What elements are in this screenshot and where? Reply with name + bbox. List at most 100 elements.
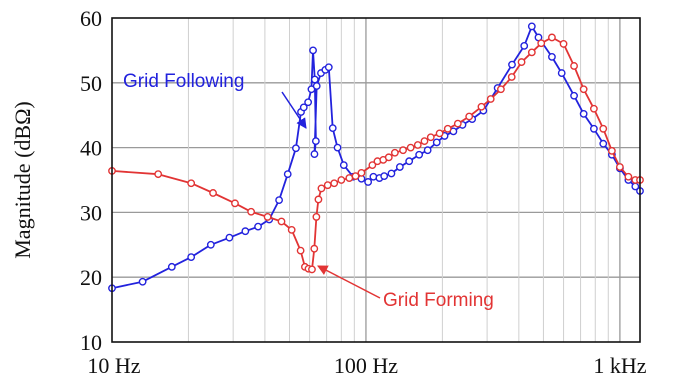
annotation-layer: Grid Following Grid Forming bbox=[123, 71, 494, 311]
series-1-point-14 bbox=[312, 213, 321, 221]
series-1-point-7 bbox=[277, 217, 286, 226]
series-0-point-49 bbox=[548, 52, 556, 61]
series-layer bbox=[108, 22, 644, 293]
series-0-point-54 bbox=[599, 139, 608, 148]
series-0-point-23 bbox=[324, 63, 333, 72]
y-tick-label-5: 60 bbox=[80, 6, 102, 31]
y-tick-label-2: 30 bbox=[80, 200, 102, 225]
x-tick-label-1: 100 Hz bbox=[334, 353, 398, 378]
series-1-point-8 bbox=[287, 225, 296, 234]
series-1-point-35 bbox=[453, 119, 462, 128]
series-0-point-38 bbox=[432, 138, 441, 147]
series-1-point-30 bbox=[413, 141, 422, 149]
series-1-point-37 bbox=[477, 102, 486, 111]
series-1-point-21 bbox=[351, 172, 360, 181]
series-0-point-24 bbox=[328, 124, 337, 133]
series-1-point-20 bbox=[345, 174, 354, 182]
y-tick-label-1: 20 bbox=[80, 265, 102, 290]
series-1-point-52 bbox=[624, 172, 633, 181]
series-0-point-7 bbox=[254, 222, 262, 231]
x-tick-label-0: 10 Hz bbox=[87, 353, 140, 378]
series-0-point-26 bbox=[339, 161, 348, 169]
series-0-point-2 bbox=[167, 262, 176, 271]
series-0-point-19 bbox=[310, 150, 319, 158]
series-0-point-6 bbox=[241, 227, 250, 236]
series-0-point-13 bbox=[299, 103, 308, 112]
series-1-point-4 bbox=[231, 199, 239, 208]
series-1-point-6 bbox=[263, 213, 272, 221]
series-0-point-9 bbox=[275, 196, 283, 204]
series-1-point-18 bbox=[330, 179, 339, 188]
series-1-point-13 bbox=[310, 244, 319, 253]
series-1-point-3 bbox=[209, 189, 217, 197]
series-1-point-44 bbox=[548, 33, 556, 42]
series-1-point-31 bbox=[420, 137, 429, 146]
y-tick-label-4: 50 bbox=[80, 71, 102, 96]
series-0-point-52 bbox=[579, 110, 588, 118]
series-1-point-40 bbox=[507, 73, 516, 81]
series-1-point-15 bbox=[314, 195, 323, 204]
series-1-point-29 bbox=[406, 143, 415, 152]
series-0 bbox=[108, 22, 644, 293]
series-1-point-33 bbox=[435, 129, 444, 138]
series-1-point-48 bbox=[589, 104, 598, 113]
series-0-point-29 bbox=[364, 178, 373, 186]
x-tick-label-2: 1 kHz bbox=[593, 353, 646, 378]
series-1-point-51 bbox=[615, 163, 624, 171]
series-1-point-16 bbox=[317, 184, 326, 193]
series-1-point-9 bbox=[296, 246, 305, 255]
series-1-point-34 bbox=[443, 124, 452, 133]
y-tick-label-3: 40 bbox=[80, 136, 102, 161]
series-0-point-5 bbox=[225, 233, 234, 242]
series-0-point-25 bbox=[333, 143, 342, 152]
series-0-point-11 bbox=[292, 144, 300, 153]
series-1-point-22 bbox=[357, 168, 366, 177]
series-0-point-51 bbox=[570, 91, 578, 100]
series-0-point-20 bbox=[312, 82, 321, 90]
series-0-point-45 bbox=[508, 60, 516, 69]
series-0-point-50 bbox=[557, 69, 566, 77]
series-1-point-32 bbox=[426, 133, 435, 142]
series-0-point-17 bbox=[310, 75, 319, 84]
series-1 bbox=[108, 33, 644, 274]
series-1-point-28 bbox=[399, 146, 407, 155]
annotation-arrow-1 bbox=[317, 265, 381, 299]
series-0-point-36 bbox=[415, 150, 424, 159]
series-1-point-5 bbox=[247, 207, 256, 216]
series-1-point-26 bbox=[384, 153, 393, 162]
series-1-point-49 bbox=[599, 124, 608, 133]
series-line-0 bbox=[111, 25, 641, 290]
series-0-point-1 bbox=[138, 277, 147, 286]
series-1-point-36 bbox=[465, 112, 474, 121]
series-0-point-47 bbox=[527, 22, 536, 31]
series-0-point-18 bbox=[311, 137, 320, 146]
annotation-arrow-0 bbox=[281, 91, 307, 129]
series-1-point-27 bbox=[390, 148, 399, 157]
series-1-point-41 bbox=[517, 58, 526, 66]
annotation-label-1: Grid Forming bbox=[383, 290, 494, 311]
series-0-point-32 bbox=[380, 172, 389, 181]
series-1-point-39 bbox=[497, 85, 505, 94]
series-0-point-10 bbox=[283, 170, 292, 179]
series-1-point-47 bbox=[579, 85, 588, 94]
series-1-point-1 bbox=[154, 170, 163, 179]
series-1-point-17 bbox=[323, 181, 332, 190]
series-1-point-23 bbox=[368, 161, 377, 169]
plot-frame bbox=[111, 17, 641, 343]
tick-labels: 10 20 30 40 50 60 10 Hz 100 Hz 1 kHz bbox=[80, 6, 647, 378]
series-0-point-35 bbox=[405, 157, 414, 166]
series-0-point-53 bbox=[589, 124, 598, 133]
series-1-point-38 bbox=[486, 95, 495, 103]
series-1-point-43 bbox=[537, 39, 546, 48]
series-0-point-3 bbox=[187, 253, 196, 262]
series-0-point-34 bbox=[395, 163, 404, 171]
series-0-point-46 bbox=[520, 41, 529, 50]
series-1-point-42 bbox=[527, 48, 536, 57]
y-tick-label-0: 10 bbox=[80, 330, 102, 355]
annotation-label-0: Grid Following bbox=[123, 71, 244, 92]
series-0-point-14 bbox=[304, 98, 313, 107]
series-1-point-2 bbox=[187, 179, 196, 188]
series-1-point-50 bbox=[607, 146, 616, 155]
series-0-point-4 bbox=[206, 240, 215, 249]
